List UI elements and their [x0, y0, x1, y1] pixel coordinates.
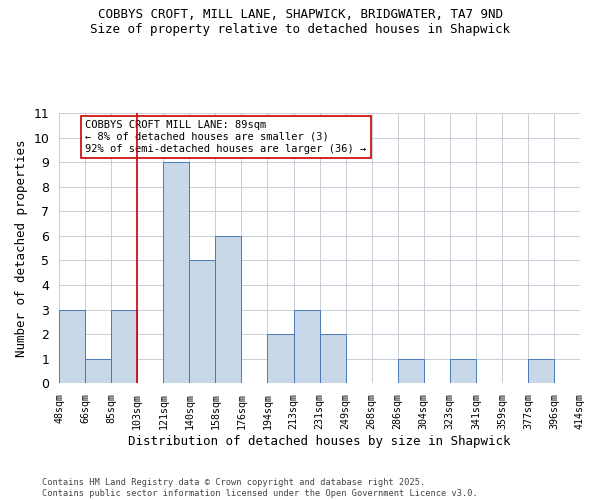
Bar: [215, 236, 241, 383]
Text: COBBYS CROFT MILL LANE: 89sqm
← 8% of detached houses are smaller (3)
92% of sem: COBBYS CROFT MILL LANE: 89sqm ← 8% of de…: [85, 120, 367, 154]
Text: COBBYS CROFT, MILL LANE, SHAPWICK, BRIDGWATER, TA7 9ND
Size of property relative: COBBYS CROFT, MILL LANE, SHAPWICK, BRIDG…: [90, 8, 510, 36]
Bar: [320, 334, 346, 383]
X-axis label: Distribution of detached houses by size in Shapwick: Distribution of detached houses by size …: [128, 434, 511, 448]
Bar: [111, 310, 137, 383]
Bar: [85, 358, 111, 383]
Bar: [268, 334, 293, 383]
Bar: [528, 358, 554, 383]
Bar: [163, 162, 190, 383]
Bar: [398, 358, 424, 383]
Bar: [59, 310, 85, 383]
Text: Contains HM Land Registry data © Crown copyright and database right 2025.
Contai: Contains HM Land Registry data © Crown c…: [42, 478, 478, 498]
Bar: [450, 358, 476, 383]
Bar: [190, 260, 215, 383]
Y-axis label: Number of detached properties: Number of detached properties: [15, 140, 28, 357]
Bar: [293, 310, 320, 383]
